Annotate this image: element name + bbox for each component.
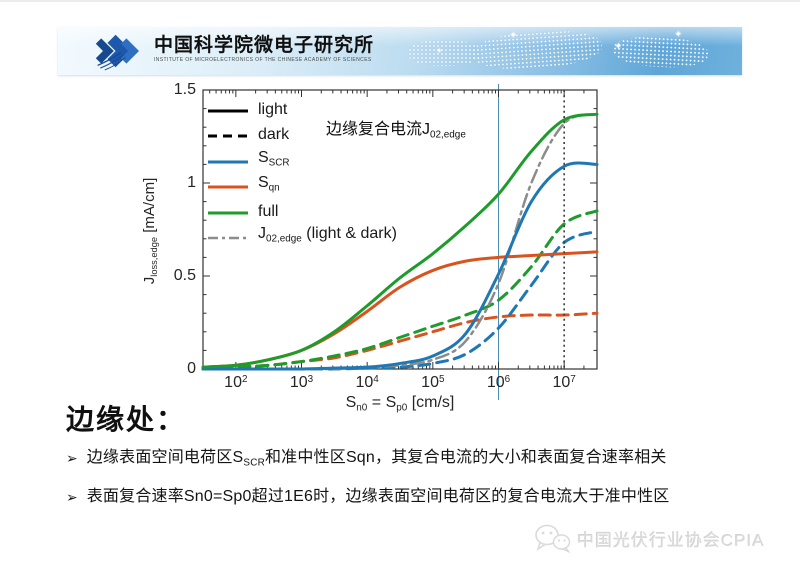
legend-label: full [258,202,279,220]
y-tick-label: 1 [187,174,196,191]
legend-label: J02,edge (light & dark) [258,225,397,245]
series-sscr-light [201,161,599,371]
y-tick-label: 1.5 [173,81,196,98]
legend-item-sscr: SSCR [207,148,397,171]
institute-name-en: INSTITUTE OF MICROELECTRONICS OF THE CHI… [154,57,372,63]
y-tick-label: 0 [187,360,196,377]
bullet-item: ➢ 边缘表面空间电荷区SSCR和准中性区Sqn，其复合电流的大小和表面复合速率相关 [66,448,756,473]
legend-line-sample [208,134,248,138]
series-sscr-dark [201,229,599,371]
x-tick-label: 106 [486,374,511,391]
sparkle-icon: ✦ [614,41,622,51]
legend-line-sample [208,211,248,214]
bullet-text: 边缘表面空间电荷区SSCR和准中性区Sqn，其复合电流的大小和表面复合速率相关 [86,449,667,469]
sparkle-icon: ✦ [436,48,442,55]
sparkle-icon: ✦ [674,29,682,39]
legend: light dark SSCR Sqn full J02,edge (light & da… [207,99,397,248]
legend-line-sample [208,160,248,163]
y-tick-label: 0.5 [173,267,196,284]
watermark-text: 中国光伏行业协会CPIA [577,530,765,550]
legend-line-sample [208,185,248,189]
series-full-dark [201,209,599,371]
legend-label: Sqn [258,174,280,194]
legend-line-sample [208,109,248,112]
x-tick-label: 105 [421,374,445,391]
legend-line-sample [208,236,248,240]
legend-label: SSCR [258,148,290,169]
legend-label: dark [258,126,290,143]
institute-logo-icon [95,34,139,71]
header-banner: ✦ ✦ ✦ ✦ 中国科学院微电子研究所 INSTITUTE OF MICROEL… [58,27,742,75]
legend-item-j02: J02,edge (light & dark) [207,225,397,248]
y-tick-labels: 0 0.5 1 1.5 [152,2,196,422]
footer-watermark: 中国光伏行业协会CPIA [533,523,765,553]
institute-name-block: 中国科学院微电子研究所 INSTITUTE OF MICROELECTRONIC… [154,35,374,64]
y-axis-label: Jloss,edge [mA/cm] [140,177,160,285]
institute-name: 中国科学院微电子研究所 [154,35,375,56]
x-tick-label: 102 [224,374,248,391]
x-tick-label: 104 [355,374,379,391]
legend-item-light: light [207,99,397,120]
sparkle-icon: ✦ [509,30,517,40]
bullet-marker-icon: ➢ [66,489,78,506]
bullet-marker-icon: ➢ [66,450,78,466]
bullet-text: 表面复合速率Sn0=Sp0超过1E6时，边缘表面空间电荷区的复合电流大于准中性区 [86,488,670,506]
dot-map-pattern [408,40,480,66]
x-tick-label: 103 [289,374,314,391]
annotation-label: 边缘复合电流J02,edge [320,113,472,144]
legend-item-full: full [207,201,397,222]
x-axis-label: Sn0 = Sp0 [cm/s] [345,394,455,414]
axis-ticks [203,89,597,370]
legend-item-dark: dark [207,125,397,146]
plot-frame [202,89,598,370]
wechat-icon [535,524,571,553]
page-heading: 边缘处： [66,405,187,436]
series-sqn-light [201,250,599,369]
x-tick-label: 107 [552,374,576,391]
legend-item-sqn: Sqn [207,174,397,197]
bullet-list: ➢ 边缘表面空间电荷区SSCR和准中性区Sqn，其复合电流的大小和表面复合速率相关… [66,448,756,521]
bullet-item: ➢ 表面复合速率Sn0=Sp0超过1E6时，边缘表面空间电荷区的复合电流大于准中性… [66,487,756,507]
series-full-light [201,112,599,369]
legend-label: light [258,100,288,118]
